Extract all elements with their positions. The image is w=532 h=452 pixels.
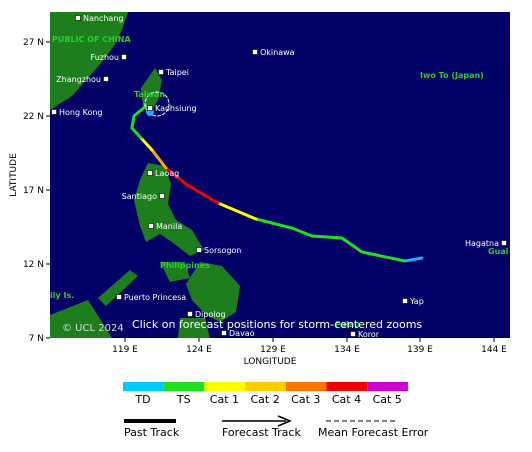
city-label: Santiago [122,192,157,201]
city-label: Taipei [165,68,189,77]
ticks: 119 E 124 E 129 E 134 E 139 E 144 E 27 N 22 N 17… [23,38,507,355]
city-label: Fuzhou [91,53,119,62]
category-label: Cat 1 [210,393,239,406]
city-label: Nanchang [83,14,123,23]
y-tick-label: 27 N [23,38,44,48]
land [50,12,240,338]
city-marker [402,298,408,304]
category-swatch [123,382,164,391]
region-label: PUBLIC OF CHINA [52,35,131,44]
category-label: TD [134,393,150,406]
category-label: Cat 3 [291,393,320,406]
city-marker [121,54,127,60]
region-label: ily Is. [50,291,74,300]
storm-track [130,91,424,263]
city-marker [252,49,258,55]
region-label: Taiwan [134,90,165,99]
city-label: Puerto Princesa [124,293,186,302]
city-marker [147,170,153,176]
city-marker [501,240,507,246]
category-swatch [285,382,327,391]
city-marker [75,15,81,21]
category-swatch [245,382,286,391]
city-marker [148,223,154,229]
category-legend: TD TS Cat 1 Cat 2 Cat 3 Cat 4 Cat 5 [123,382,408,406]
axis-labels: LONGITUDE LATITUDE [9,153,297,367]
city-label: Laoag [155,169,179,178]
city-marker [350,331,356,337]
x-tick-label: 144 E [481,345,507,355]
city-marker [51,109,57,115]
city-label: Koror [358,330,380,339]
city-label: Dipolog [195,310,226,319]
legend-label: Forecast Track [222,426,301,439]
y-tick-label: 22 N [23,112,44,122]
category-label: Cat 2 [250,393,279,406]
region-label: Iwo To (Japan) [420,71,484,80]
legend-label: Past Track [124,426,180,439]
hint: Click on forecast positions for storm-ce… [132,318,422,331]
y-axis-label: LATITUDE [9,153,19,197]
x-tick-label: 139 E [407,345,433,355]
city-label: Yap [409,297,424,306]
category-swatch [326,382,368,391]
track-legend: Past Track Forecast Track Mean Forecast … [124,415,429,439]
x-tick-label: 119 E [112,345,138,355]
region-label: Guai [488,247,509,256]
y-tick-label: 12 N [23,260,44,270]
city-label: Davao [229,329,255,338]
region-label: Philippines [160,261,210,270]
city-label: Sorsogon [204,246,241,255]
x-tick-label: 124 E [186,345,212,355]
forecast-arrow [277,415,292,427]
city-marker [158,69,164,75]
city-label: Kaohsiung [155,104,197,113]
city-marker [116,294,122,300]
city-marker [103,76,109,82]
category-label: Cat 4 [332,393,361,406]
city-marker [221,330,227,336]
city-label: Zhangzhou [56,75,101,84]
city-marker [196,247,202,253]
category-label: TS [176,393,191,406]
city-marker [147,105,153,111]
x-axis-label: LONGITUDE [244,357,297,367]
x-tick-label: 129 E [260,345,286,355]
y-tick-label: 17 N [23,186,44,196]
category-swatch [163,382,205,391]
region-label: Palau [335,320,360,329]
copyright: © UCL 2024 [62,323,124,334]
city-label: Okinawa [260,48,295,57]
category-label: Cat 5 [373,393,402,406]
city-label: Manila [156,222,182,231]
x-tick-label: 134 E [334,345,360,355]
city-label: Hong Kong [59,108,103,117]
category-swatch [367,382,408,391]
city-label: Hagatna [465,239,499,248]
category-swatch [204,382,246,391]
city-marker [159,193,165,199]
city-markers: Nanchang Okinawa Fuzhou Taipei Zhangzhou Hong… [50,14,509,339]
y-tick-label: 7 N [29,334,44,344]
city-marker [187,311,193,317]
legend-label: Mean Forecast Error [318,426,429,439]
